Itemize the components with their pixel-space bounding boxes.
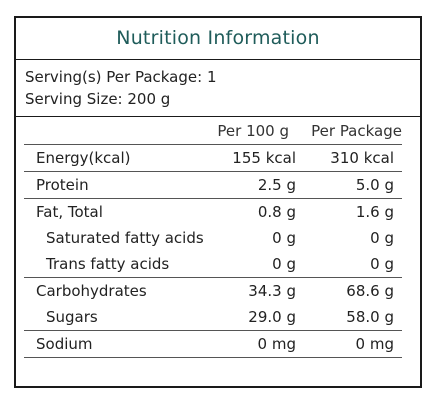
per-package-value: 310 kcal — [330, 149, 394, 167]
table-row-saturated-fat: Saturated fatty acids 0 g 0 g — [24, 225, 402, 251]
per-package-value: 0 g — [370, 229, 394, 247]
table-bottom-rule — [24, 357, 402, 358]
panel-title: Nutrition Information — [116, 27, 320, 49]
row-label: Sodium — [36, 335, 93, 353]
table-row-trans-fat: Trans fatty acids 0 g 0 g — [24, 251, 402, 277]
per-package-value: 0 g — [370, 255, 394, 273]
row-label: Sugars — [46, 308, 98, 326]
header-divider — [24, 144, 402, 145]
serving-size: Serving Size: 200 g — [25, 90, 171, 108]
row-divider — [24, 330, 402, 331]
table-row-protein: Protein 2.5 g 5.0 g — [24, 172, 402, 198]
row-divider — [24, 277, 402, 278]
row-label: Fat, Total — [36, 203, 103, 221]
per-package-value: 5.0 g — [355, 176, 394, 194]
per-100g-value: 0.8 g — [257, 203, 296, 221]
table-row-sodium: Sodium 0 mg 0 mg — [24, 331, 402, 357]
row-divider — [24, 171, 402, 172]
table-row-sugars: Sugars 29.0 g 58.0 g — [24, 304, 402, 330]
per-100g-value: 0 g — [272, 255, 296, 273]
per-package-value: 68.6 g — [346, 282, 394, 300]
per-package-value: 0 mg — [355, 335, 394, 353]
table-row-fat-total: Fat, Total 0.8 g 1.6 g — [24, 199, 402, 225]
column-header-per-100g: Per 100 g — [217, 122, 289, 140]
table-row-energy: Energy(kcal) 155 kcal 310 kcal — [24, 145, 402, 171]
per-100g-value: 0 mg — [257, 335, 296, 353]
per-100g-value: 29.0 g — [248, 308, 296, 326]
row-label: Carbohydrates — [36, 282, 147, 300]
column-header-per-package: Per Package — [311, 122, 402, 140]
serving-divider — [16, 116, 420, 117]
row-label: Saturated fatty acids — [46, 229, 204, 247]
title-divider — [16, 59, 420, 60]
per-100g-value: 155 kcal — [232, 149, 296, 167]
row-label: Trans fatty acids — [46, 255, 170, 273]
per-100g-value: 34.3 g — [248, 282, 296, 300]
table-row-carbohydrates: Carbohydrates 34.3 g 68.6 g — [24, 278, 402, 304]
per-package-value: 58.0 g — [346, 308, 394, 326]
row-label: Energy(kcal) — [36, 149, 131, 167]
row-divider — [24, 198, 402, 199]
per-100g-value: 0 g — [272, 229, 296, 247]
per-package-value: 1.6 g — [355, 203, 394, 221]
servings-per-package: Serving(s) Per Package: 1 — [25, 68, 217, 86]
row-label: Protein — [36, 176, 89, 194]
nutrition-panel: Nutrition Information Serving(s) Per Pac… — [14, 16, 422, 388]
per-100g-value: 2.5 g — [257, 176, 296, 194]
